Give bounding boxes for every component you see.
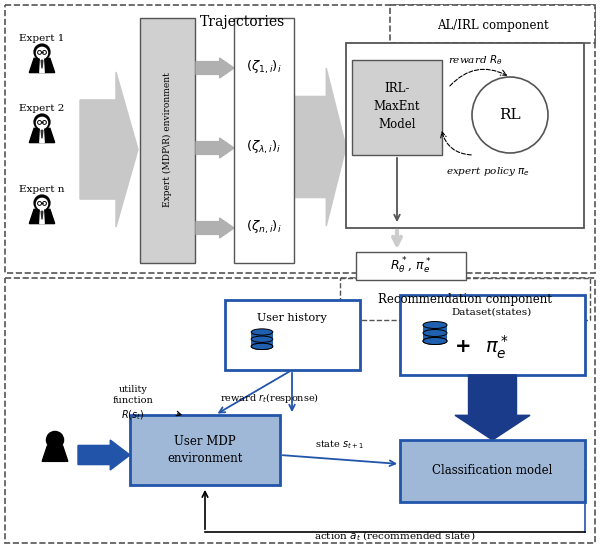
Ellipse shape bbox=[423, 329, 447, 336]
Polygon shape bbox=[196, 58, 234, 78]
Polygon shape bbox=[196, 138, 234, 158]
Polygon shape bbox=[29, 209, 55, 224]
Circle shape bbox=[472, 77, 548, 153]
Polygon shape bbox=[29, 128, 55, 142]
Text: $R^*_\theta$, $\pi^*_e$: $R^*_\theta$, $\pi^*_e$ bbox=[390, 256, 432, 276]
Text: $(\zeta_{1,i})_i$: $(\zeta_{1,i})_i$ bbox=[246, 59, 282, 76]
Text: IRL-
MaxEnt
Model: IRL- MaxEnt Model bbox=[374, 83, 420, 132]
Text: AL/IRL component: AL/IRL component bbox=[437, 19, 549, 31]
Polygon shape bbox=[294, 68, 346, 226]
Bar bbox=[340, 278, 590, 320]
Text: Recommendation component: Recommendation component bbox=[378, 294, 552, 306]
Circle shape bbox=[34, 114, 50, 130]
Text: $\boldsymbol{\pi_e^*}$: $\boldsymbol{\pi_e^*}$ bbox=[485, 333, 509, 361]
Polygon shape bbox=[40, 58, 44, 72]
Circle shape bbox=[37, 47, 47, 59]
Ellipse shape bbox=[423, 338, 447, 345]
Polygon shape bbox=[41, 212, 43, 219]
Text: $(\zeta_{n,i})_i$: $(\zeta_{n,i})_i$ bbox=[246, 219, 282, 236]
Polygon shape bbox=[40, 209, 44, 224]
Circle shape bbox=[34, 44, 50, 60]
Text: Trajectories: Trajectories bbox=[199, 15, 284, 29]
Text: User history: User history bbox=[257, 313, 327, 323]
Circle shape bbox=[46, 431, 64, 449]
Text: Classification model: Classification model bbox=[432, 465, 552, 477]
Circle shape bbox=[37, 117, 47, 128]
Circle shape bbox=[34, 195, 50, 211]
Text: Expert n: Expert n bbox=[19, 185, 65, 194]
Bar bbox=[423, 333, 447, 341]
Ellipse shape bbox=[423, 322, 447, 328]
Bar bbox=[130, 415, 280, 485]
Text: reward $R_\theta$: reward $R_\theta$ bbox=[448, 53, 502, 67]
Bar bbox=[400, 295, 585, 375]
Text: reward $r_t$(response): reward $r_t$(response) bbox=[220, 391, 320, 405]
Polygon shape bbox=[29, 58, 55, 72]
Bar bbox=[423, 325, 447, 333]
Polygon shape bbox=[41, 60, 43, 68]
Bar bbox=[346, 43, 584, 228]
Bar bbox=[5, 5, 595, 273]
Text: $(\zeta_{\lambda,i})_i$: $(\zeta_{\lambda,i})_i$ bbox=[247, 139, 281, 156]
Text: Expert (MDP\R) environment: Expert (MDP\R) environment bbox=[163, 72, 172, 208]
Text: expert policy $\pi_e$: expert policy $\pi_e$ bbox=[446, 165, 530, 179]
Ellipse shape bbox=[423, 338, 447, 345]
Ellipse shape bbox=[251, 336, 273, 342]
Bar bbox=[5, 278, 595, 543]
Polygon shape bbox=[40, 128, 44, 142]
Text: utility
function
$R(s_t)$: utility function $R(s_t)$ bbox=[113, 385, 154, 421]
Polygon shape bbox=[80, 72, 138, 227]
Text: RL: RL bbox=[499, 108, 521, 122]
Bar bbox=[390, 5, 595, 43]
Bar bbox=[225, 300, 360, 370]
Bar bbox=[251, 339, 273, 346]
Text: Dataset(states): Dataset(states) bbox=[452, 308, 532, 317]
Bar bbox=[234, 18, 294, 263]
Bar bbox=[356, 252, 466, 280]
Bar bbox=[400, 440, 585, 502]
Ellipse shape bbox=[251, 343, 273, 350]
Polygon shape bbox=[455, 375, 530, 440]
Text: Expert 2: Expert 2 bbox=[19, 104, 65, 113]
Polygon shape bbox=[41, 130, 43, 138]
Circle shape bbox=[37, 198, 47, 209]
Polygon shape bbox=[196, 218, 234, 238]
Text: User MDP
environment: User MDP environment bbox=[167, 435, 242, 465]
Ellipse shape bbox=[251, 343, 273, 350]
Bar bbox=[352, 60, 442, 155]
Ellipse shape bbox=[251, 329, 273, 335]
Polygon shape bbox=[78, 440, 130, 470]
Bar bbox=[140, 18, 195, 263]
Polygon shape bbox=[42, 446, 68, 461]
Bar bbox=[251, 332, 273, 339]
Text: Expert 1: Expert 1 bbox=[19, 34, 65, 43]
Text: action $a_t$ (recommended slate): action $a_t$ (recommended slate) bbox=[314, 529, 476, 543]
Text: state $s_{t+1}$: state $s_{t+1}$ bbox=[316, 438, 365, 451]
Text: +: + bbox=[455, 338, 471, 357]
